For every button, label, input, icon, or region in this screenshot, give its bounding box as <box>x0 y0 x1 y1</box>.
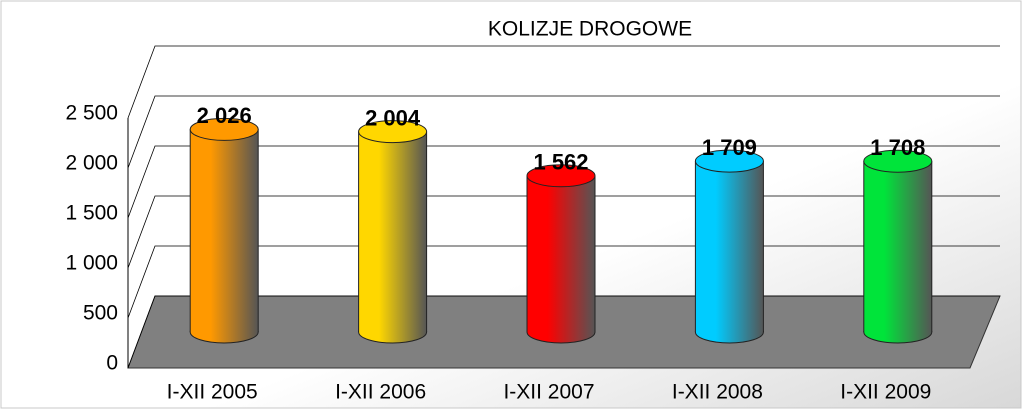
x-tick-label: I-XII 2005 <box>167 381 258 404</box>
grid-line <box>127 145 1000 219</box>
x-tick-label: I-XII 2008 <box>672 381 763 404</box>
value-label: 1 562 <box>533 150 588 175</box>
bar-top <box>189 117 259 141</box>
bar <box>863 161 932 332</box>
bar-top <box>694 149 764 173</box>
bar <box>358 131 427 332</box>
y-tick-label: 1 500 <box>65 202 118 225</box>
bar-top <box>863 149 933 173</box>
y-tick-label: 500 <box>83 302 118 325</box>
chart-title: KOLIZJE DROGOWE <box>488 18 692 41</box>
bar <box>695 161 764 332</box>
value-label: 2 004 <box>365 105 421 130</box>
bar <box>527 175 595 332</box>
y-tick-label: 1 000 <box>65 252 118 275</box>
value-label: 1 708 <box>870 135 925 160</box>
value-label: 2 026 <box>197 103 252 128</box>
bar <box>190 129 259 332</box>
value-label: 1 709 <box>702 135 757 160</box>
y-tick-label: 2 500 <box>65 102 118 125</box>
y-tick-label: 2 000 <box>65 152 118 175</box>
x-tick-label: I-XII 2007 <box>503 381 594 404</box>
grid-line <box>127 95 1000 169</box>
y-tick-label: 0 <box>106 352 118 375</box>
grid-line <box>127 45 1000 119</box>
bar-top <box>526 164 596 188</box>
bar-top <box>358 120 428 144</box>
x-tick-label: I-XII 2009 <box>840 381 931 404</box>
x-tick-label: I-XII 2006 <box>335 381 426 404</box>
